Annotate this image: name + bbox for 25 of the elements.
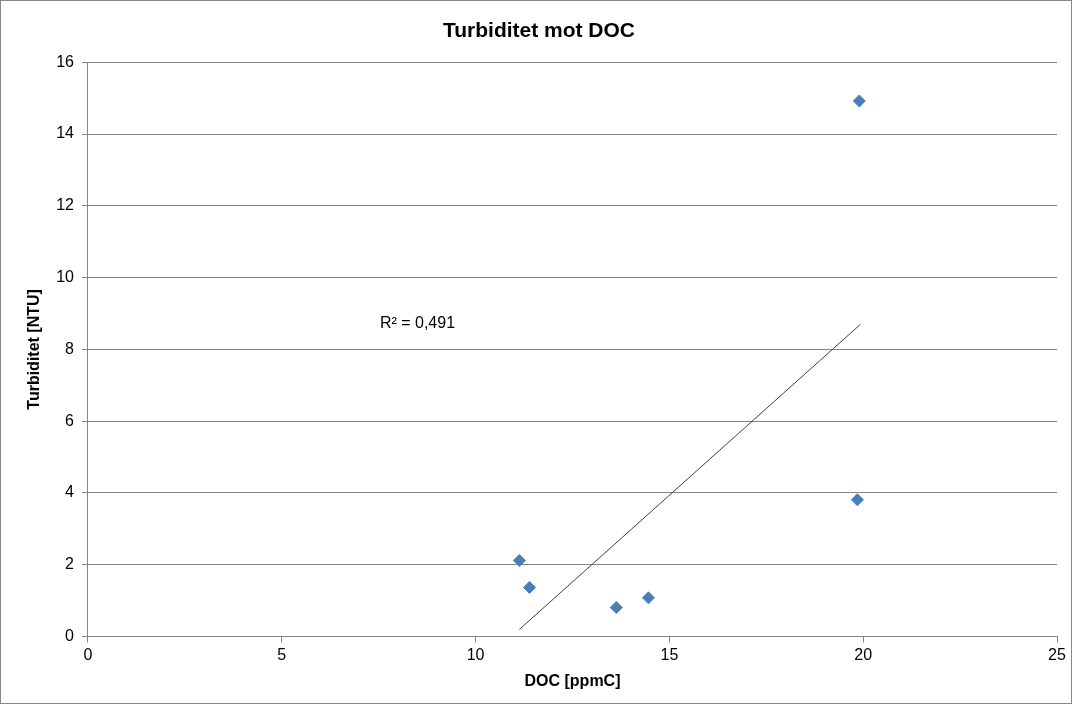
x-axis-title: DOC [ppmC]: [524, 671, 621, 689]
y-tick-label: 10: [56, 268, 75, 286]
x-tick-label: 15: [660, 645, 679, 663]
x-tick-label: 5: [277, 645, 287, 663]
y-tick-label: 14: [56, 124, 75, 142]
y-tick-label: 2: [65, 555, 75, 573]
y-tick-label: 0: [65, 627, 75, 645]
x-tick-label: 25: [1048, 645, 1066, 663]
y-tick-label: 6: [65, 411, 75, 429]
y-tick-label: 16: [56, 52, 75, 70]
y-tick-label: 12: [56, 196, 75, 214]
x-tick-label: 0: [83, 645, 93, 663]
x-tick-label: 10: [466, 645, 485, 663]
chart-title: Turbiditet mot DOC: [442, 18, 636, 42]
point: [850, 493, 864, 507]
x-tick-label: 20: [854, 645, 873, 663]
point: [609, 601, 623, 615]
point: [522, 580, 536, 594]
point: [641, 591, 655, 605]
point: [512, 553, 526, 567]
y-tick-label: 8: [65, 339, 75, 357]
y-axis-title: Turbiditet [NTU]: [25, 289, 43, 410]
annotation: R² = 0,491: [379, 313, 456, 331]
point: [852, 94, 866, 108]
y-tick-label: 4: [65, 483, 75, 501]
